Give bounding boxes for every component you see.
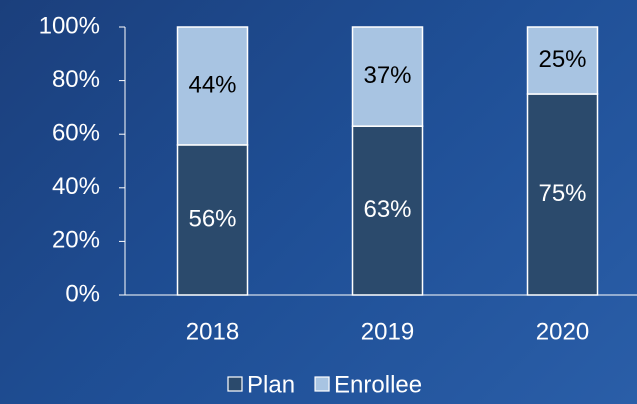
y-tick-label: 40%	[52, 173, 100, 200]
bar-segment	[526, 26, 599, 95]
bar-segment	[176, 144, 249, 296]
y-tick-label: 60%	[52, 120, 100, 147]
legend-label: Enrollee	[334, 371, 422, 398]
y-tick-label: 0%	[65, 280, 100, 307]
x-tick-label: 2020	[536, 318, 589, 345]
value-label: 37%	[363, 62, 411, 89]
bar-segment	[351, 125, 424, 296]
value-label: 44%	[188, 71, 236, 98]
bar-segment	[176, 26, 249, 146]
legend-swatch	[314, 376, 330, 392]
bar-segment	[526, 93, 599, 296]
legend-label: Plan	[247, 371, 295, 398]
value-label: 56%	[188, 205, 236, 232]
x-tick-label: 2018	[186, 318, 239, 345]
x-tick-label: 2019	[361, 318, 414, 345]
value-label: 25%	[538, 46, 586, 73]
y-tick-label: 20%	[52, 227, 100, 254]
bar-segment	[351, 26, 424, 127]
value-label: 75%	[538, 180, 586, 207]
y-tick-label: 80%	[52, 66, 100, 93]
value-label: 63%	[363, 196, 411, 223]
legend-swatch	[227, 376, 243, 392]
y-tick-label: 100%	[39, 12, 100, 39]
